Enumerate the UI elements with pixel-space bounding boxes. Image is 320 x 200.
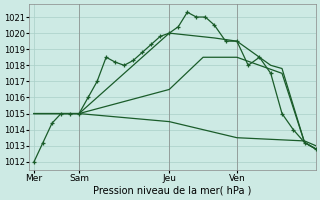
X-axis label: Pression niveau de la mer( hPa ): Pression niveau de la mer( hPa ): [93, 186, 252, 196]
